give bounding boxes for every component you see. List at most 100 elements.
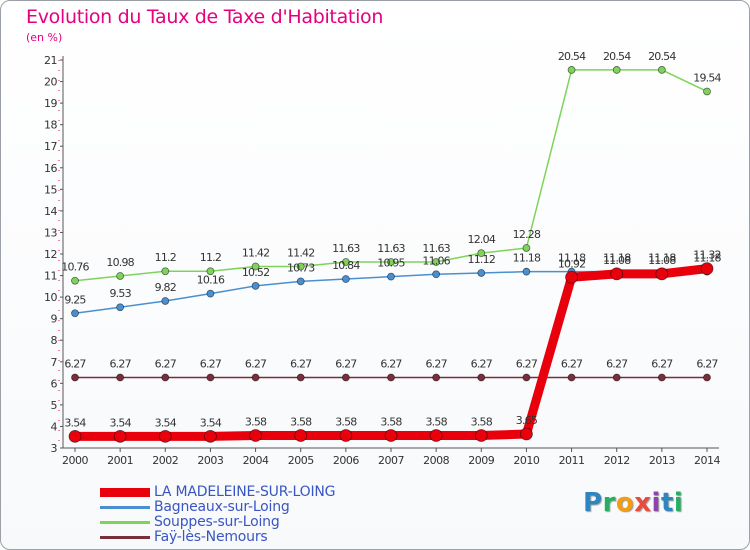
data-label-la-madeleine-sur-loing: 3.65 xyxy=(516,414,538,427)
data-label-fa-l-s-nemours: 6.27 xyxy=(290,358,312,371)
data-label-fa-l-s-nemours: 6.27 xyxy=(516,358,538,371)
y-tick-label: 15 xyxy=(44,183,57,196)
data-label-bagneaux-sur-loing: 10.52 xyxy=(242,266,270,279)
data-point-souppes-sur-loing xyxy=(251,262,260,271)
data-label-fa-l-s-nemours: 6.27 xyxy=(245,358,267,371)
logo-letter: t xyxy=(660,488,674,518)
data-label-fa-l-s-nemours: 6.27 xyxy=(155,358,177,371)
logo-letter: r xyxy=(602,488,616,518)
x-tick-label: 2005 xyxy=(288,454,314,467)
y-tick-label: 11 xyxy=(44,270,57,283)
y-tick-label: 14 xyxy=(44,205,57,218)
data-label-bagneaux-sur-loing: 10.95 xyxy=(377,257,405,270)
y-tick-label: 17 xyxy=(44,140,57,153)
data-label-la-madeleine-sur-loing: 3.54 xyxy=(155,416,177,429)
data-point-souppes-sur-loing xyxy=(657,66,666,74)
data-label-bagneaux-sur-loing: 10.16 xyxy=(197,274,225,287)
logo-letter: i xyxy=(673,488,684,518)
y-tick-label: 8 xyxy=(51,334,58,347)
x-tick-label: 2007 xyxy=(378,454,404,467)
logo-letter: o xyxy=(615,488,635,518)
logo-letter: i xyxy=(651,488,661,518)
data-point-fa-l-s-nemours xyxy=(341,373,350,382)
data-point-bagneaux-sur-loing xyxy=(296,277,305,286)
data-point-fa-l-s-nemours xyxy=(567,373,576,382)
chart-title: Evolution du Taux de Taxe d'Habitation xyxy=(26,6,384,28)
data-label-fa-l-s-nemours: 6.27 xyxy=(696,358,718,371)
legend-label: Faÿ-lès-Nemours xyxy=(154,529,268,545)
y-tick-label: 13 xyxy=(44,226,57,239)
data-label-la-madeleine-sur-loing: 3.54 xyxy=(109,416,131,429)
data-label-souppes-sur-loing: 10.98 xyxy=(106,256,134,269)
y-tick-label: 3 xyxy=(51,442,58,455)
data-point-fa-l-s-nemours xyxy=(387,373,395,382)
x-tick-label: 2012 xyxy=(604,454,630,467)
data-point-fa-l-s-nemours xyxy=(703,373,711,382)
data-label-souppes-sur-loing: 11.63 xyxy=(377,242,405,255)
data-point-fa-l-s-nemours xyxy=(251,373,260,382)
y-tick-label: 10 xyxy=(44,291,57,304)
legend-label: Souppes-sur-Loing xyxy=(154,514,280,530)
y-tick-label: 7 xyxy=(51,356,58,369)
data-point-souppes-sur-loing xyxy=(116,272,125,280)
data-point-bagneaux-sur-loing xyxy=(161,297,170,305)
data-label-souppes-sur-loing: 11.42 xyxy=(287,247,315,260)
data-label-fa-l-s-nemours: 6.27 xyxy=(651,358,673,371)
x-tick-label: 2002 xyxy=(152,454,178,467)
data-point-bagneaux-sur-loing xyxy=(477,269,486,277)
data-point-la-madeleine-sur-loing xyxy=(565,270,578,284)
data-point-souppes-sur-loing xyxy=(703,87,711,96)
data-point-la-madeleine-sur-loing xyxy=(384,429,398,442)
data-point-souppes-sur-loing xyxy=(477,249,486,258)
data-label-fa-l-s-nemours: 6.27 xyxy=(471,358,493,371)
data-point-la-madeleine-sur-loing xyxy=(294,429,308,442)
data-label-la-madeleine-sur-loing: 3.58 xyxy=(471,415,493,428)
x-tick-label: 2010 xyxy=(513,454,539,467)
data-label-bagneaux-sur-loing: 11.18 xyxy=(558,252,586,265)
data-label-souppes-sur-loing: 10.76 xyxy=(61,261,89,274)
data-point-bagneaux-sur-loing xyxy=(251,282,260,290)
data-label-souppes-sur-loing: 11.63 xyxy=(332,242,360,255)
data-label-fa-l-s-nemours: 6.27 xyxy=(64,358,86,371)
data-label-la-madeleine-sur-loing: 3.58 xyxy=(425,415,447,428)
data-label-bagneaux-sur-loing: 11.18 xyxy=(648,252,676,265)
data-label-souppes-sur-loing: 11.63 xyxy=(422,242,450,255)
data-label-bagneaux-sur-loing: 10.84 xyxy=(332,259,360,272)
chart-unit-label: (en %) xyxy=(26,31,63,44)
data-label-fa-l-s-nemours: 6.27 xyxy=(606,358,628,371)
legend-swatch xyxy=(100,488,150,497)
data-label-souppes-sur-loing: 11.42 xyxy=(242,247,270,260)
legend-swatch xyxy=(100,521,150,524)
data-point-souppes-sur-loing xyxy=(341,258,350,266)
data-point-souppes-sur-loing xyxy=(522,244,531,252)
data-point-fa-l-s-nemours xyxy=(612,373,621,382)
data-label-fa-l-s-nemours: 6.27 xyxy=(380,358,402,371)
data-point-bagneaux-sur-loing xyxy=(341,275,350,283)
y-tick-label: 18 xyxy=(44,119,57,132)
logo-letter: P xyxy=(583,488,603,518)
x-tick-label: 2003 xyxy=(197,454,223,467)
data-point-bagneaux-sur-loing xyxy=(522,267,531,276)
data-point-souppes-sur-loing xyxy=(387,258,395,266)
data-label-souppes-sur-loing: 19.54 xyxy=(693,71,721,84)
data-point-bagneaux-sur-loing xyxy=(116,303,125,312)
y-tick-label: 16 xyxy=(44,162,57,175)
data-label-la-madeleine-sur-loing: 3.54 xyxy=(64,416,86,429)
data-point-fa-l-s-nemours xyxy=(116,373,125,382)
y-tick-label: 21 xyxy=(44,54,57,67)
x-tick-label: 2013 xyxy=(649,454,675,467)
data-label-souppes-sur-loing: 20.54 xyxy=(603,50,631,63)
data-point-la-madeleine-sur-loing xyxy=(520,427,533,441)
data-point-fa-l-s-nemours xyxy=(206,373,215,382)
data-label-souppes-sur-loing: 12.28 xyxy=(513,228,541,241)
data-point-la-madeleine-sur-loing xyxy=(249,429,262,442)
x-tick-label: 2006 xyxy=(333,454,359,467)
data-label-la-madeleine-sur-loing: 3.58 xyxy=(335,415,357,428)
data-point-souppes-sur-loing xyxy=(567,66,576,74)
data-point-bagneaux-sur-loing xyxy=(206,289,215,298)
data-label-souppes-sur-loing: 20.54 xyxy=(648,50,676,63)
data-point-la-madeleine-sur-loing xyxy=(158,429,172,443)
y-tick-label: 20 xyxy=(44,76,57,89)
x-tick-label: 2001 xyxy=(107,454,133,467)
data-label-la-madeleine-sur-loing: 11.32 xyxy=(693,249,721,262)
